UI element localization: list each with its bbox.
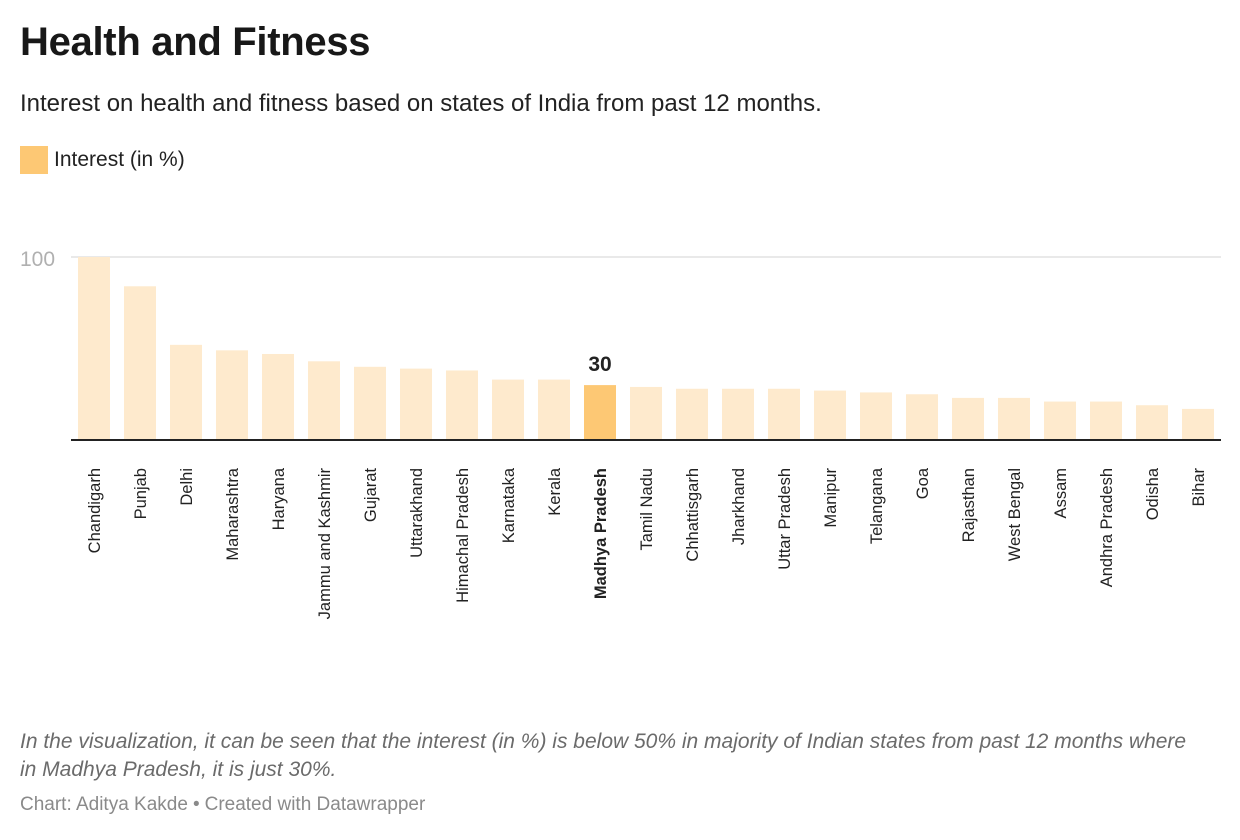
x-tick-label-maharashtra: Maharashtra <box>224 467 242 560</box>
x-tick-label-himachal-pradesh: Himachal Pradesh <box>454 468 472 603</box>
bar-odisha <box>1136 405 1168 440</box>
chart-credit: Chart: Aditya Kakde • Created with Datawra… <box>20 794 425 816</box>
x-tick-label-gujarat: Gujarat <box>362 468 380 523</box>
x-tick-label-telangana: Telangana <box>868 467 886 544</box>
bar-assam <box>1044 401 1076 440</box>
x-tick-label-uttarakhand: Uttarakhand <box>408 468 426 558</box>
chart-title: Health and Fitness <box>20 20 371 64</box>
bar-maharashtra <box>216 350 248 440</box>
x-tick-label-chhattisgarh: Chhattisgarh <box>684 468 702 562</box>
bar-tamil-nadu <box>630 386 662 440</box>
x-tick-label-bihar: Bihar <box>1190 468 1208 507</box>
bar-bihar <box>1182 408 1214 440</box>
x-tick-label-uttar-pradesh: Uttar Pradesh <box>776 468 794 570</box>
bar-karnataka <box>492 379 524 440</box>
x-tick-label-west-bengal: West Bengal <box>1006 468 1024 561</box>
bar-andhra-pradesh <box>1090 401 1122 440</box>
x-tick-label-jharkhand: Jharkhand <box>730 468 748 545</box>
legend: Interest (in %) <box>20 146 185 174</box>
chart-subtitle: Interest on health and fitness based on … <box>20 90 822 117</box>
bar-jharkhand <box>722 388 754 440</box>
bar-jammu-and-kashmir <box>308 361 340 440</box>
x-tick-label-kerala: Kerala <box>546 467 564 516</box>
credit-tool: Created with Datawrapper <box>204 794 426 815</box>
x-tick-label-rajasthan: Rajasthan <box>960 468 978 542</box>
x-tick-label-delhi: Delhi <box>178 468 196 506</box>
bar-punjab <box>124 286 156 440</box>
x-tick-label-tamil-nadu: Tamil Nadu <box>638 468 656 551</box>
bar-rajasthan <box>952 397 984 440</box>
chart-note: In the visualization, it can be seen tha… <box>20 730 1187 781</box>
x-tick-label-karnataka: Karnataka <box>500 467 518 543</box>
x-tick-label-jammu-and-kashmir: Jammu and Kashmir <box>316 468 334 620</box>
bar-manipur <box>814 390 846 440</box>
x-tick-label-odisha: Odisha <box>1144 467 1162 520</box>
bar-haryana <box>262 353 294 440</box>
bar-chandigarh <box>78 257 110 440</box>
credit-separator: • <box>192 794 200 815</box>
x-tick-label-madhya-pradesh: Madhya Pradesh <box>592 468 610 599</box>
data-label-madhya-pradesh: 30 <box>588 353 611 376</box>
bar-madhya-pradesh <box>584 385 616 440</box>
x-tick-label-andhra-pradesh: Andhra Pradesh <box>1098 468 1116 587</box>
bar-chart: 100 Chandigarh Punjab Delhi Maharashtra Harya… <box>20 248 1221 620</box>
bar-west-bengal <box>998 397 1030 440</box>
y-tick-label-100: 100 <box>20 248 55 271</box>
x-tick-label-punjab: Punjab <box>132 468 150 519</box>
legend-swatch <box>20 146 48 174</box>
bar-gujarat <box>354 366 386 440</box>
bar-delhi <box>170 344 202 440</box>
x-tick-label-goa: Goa <box>914 467 932 499</box>
credit-author: Chart: Aditya Kakde <box>20 794 188 815</box>
bar-uttar-pradesh <box>768 388 800 440</box>
bar-uttarakhand <box>400 368 432 440</box>
x-tick-label-assam: Assam <box>1052 468 1070 518</box>
bar-himachal-pradesh <box>446 370 478 440</box>
x-tick-label-manipur: Manipur <box>822 468 840 528</box>
legend-label: Interest (in %) <box>54 148 185 171</box>
bar-chhattisgarh <box>676 388 708 440</box>
x-tick-label-haryana: Haryana <box>270 467 288 530</box>
bar-kerala <box>538 379 570 440</box>
bar-telangana <box>860 392 892 440</box>
x-tick-label-chandigarh: Chandigarh <box>86 468 104 553</box>
bar-goa <box>906 394 938 440</box>
